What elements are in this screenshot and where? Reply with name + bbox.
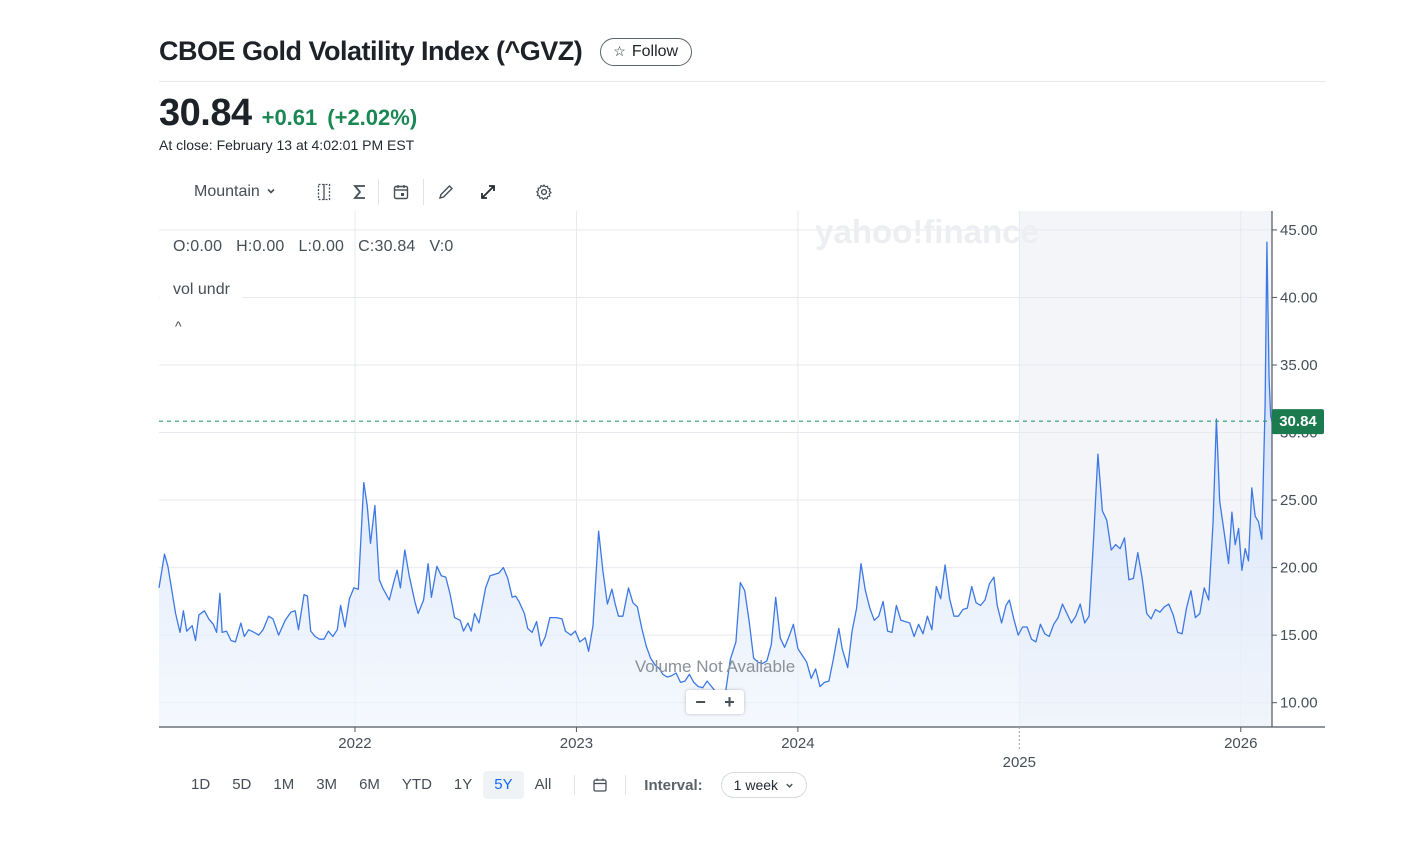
range-6m[interactable]: 6M	[359, 776, 380, 793]
draw-icon[interactable]	[424, 178, 468, 206]
interval-value: 1 week	[733, 777, 779, 793]
page-title: CBOE Gold Volatility Index (^GVZ)	[159, 36, 583, 66]
ohlc-close: C:30.84	[358, 238, 416, 255]
chevron-down-icon	[785, 777, 794, 793]
y-tick-label: 15.00	[1280, 627, 1318, 644]
x-tick-label: 2024	[781, 735, 814, 752]
title-row: CBOE Gold Volatility Index (^GVZ) ☆ Foll…	[159, 36, 693, 67]
ohlc-open: O:0.00	[173, 238, 223, 255]
toolbar-separator	[378, 179, 379, 205]
indicators-icon[interactable]	[342, 178, 378, 206]
interval-select[interactable]: 1 week	[720, 772, 808, 798]
y-tick-label: 35.00	[1280, 357, 1318, 374]
y-tick-label: 25.00	[1280, 492, 1318, 509]
calendar-icon[interactable]	[587, 778, 613, 792]
x-tick-label: 2022	[338, 735, 371, 752]
price-change: +0.61	[261, 105, 318, 130]
zoom-controls: − +	[686, 690, 744, 714]
settings-icon[interactable]	[526, 178, 562, 206]
follow-button[interactable]: ☆ Follow	[600, 37, 693, 66]
toolbar-separator	[423, 179, 424, 205]
range-1m[interactable]: 1M	[273, 776, 295, 793]
chart-toolbar: Mountain	[194, 178, 562, 206]
chart-type-label: Mountain	[194, 183, 260, 200]
range-ytd[interactable]: YTD	[401, 776, 432, 793]
range-1d[interactable]: 1D	[191, 776, 211, 793]
close-time: At close: February 13 at 4:02:01 PM EST	[159, 137, 415, 153]
range-1y[interactable]: 1Y	[453, 776, 473, 793]
range-5y[interactable]: 5Y	[483, 771, 524, 799]
follow-label: Follow	[631, 42, 679, 60]
x-tick-label: 2025	[1003, 754, 1036, 771]
ohlc-low: L:0.00	[298, 238, 345, 255]
range-separator	[625, 775, 627, 795]
zoom-out-button[interactable]: −	[695, 692, 706, 712]
collapse-toggle[interactable]: ^	[175, 318, 182, 334]
chevron-down-icon	[266, 183, 276, 201]
indicator-label: vol undr	[160, 281, 242, 301]
y-tick-label: 40.00	[1280, 289, 1318, 306]
range-separator	[574, 775, 576, 795]
expand-icon[interactable]	[468, 178, 508, 206]
y-tick-label: 45.00	[1280, 222, 1318, 239]
range-all[interactable]: All	[534, 776, 552, 793]
interval-label: Interval:	[644, 776, 703, 794]
compare-icon[interactable]	[306, 178, 342, 206]
x-tick-label: 2026	[1224, 735, 1257, 752]
y-tick-label: 10.00	[1280, 695, 1318, 712]
ohlc-volume: V:0	[429, 238, 454, 255]
y-tick-label: 20.00	[1280, 560, 1318, 577]
series-line	[158, 241, 1273, 701]
volume-message: Volume Not Available	[635, 657, 795, 676]
ohlc-high: H:0.00	[236, 238, 285, 255]
range-3m[interactable]: 3M	[316, 776, 338, 793]
range-bar: 1D 5D 1M 3M 6M YTD 1Y 5Y All Interval: 1…	[180, 771, 808, 799]
watermark-logo: yahoo!finance	[815, 213, 1039, 250]
events-icon[interactable]	[379, 178, 423, 206]
zoom-in-button[interactable]: +	[724, 692, 735, 712]
ohlc-readout: O:0.00 H:0.00 L:0.00 C:30.84 V:0	[173, 238, 454, 256]
last-price-badge	[1272, 409, 1324, 435]
area-fill	[159, 242, 1272, 727]
price-change-pct: (+2.02%)	[327, 105, 418, 130]
x-tick-label: 2023	[560, 735, 593, 752]
quote-row: 30.84 +0.61 (+2.02%)	[159, 92, 417, 135]
chart-type-select[interactable]: Mountain	[194, 178, 294, 206]
star-icon: ☆	[613, 43, 626, 59]
range-5d[interactable]: 5D	[232, 776, 252, 793]
price: 30.84	[159, 92, 252, 134]
header-divider	[159, 81, 1325, 82]
last-price-label: 30.84	[1279, 413, 1317, 430]
